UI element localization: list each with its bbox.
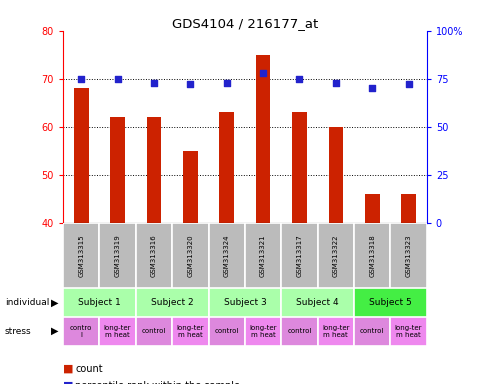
Text: long-ter
m heat: long-ter m heat — [394, 325, 422, 338]
Title: GDS4104 / 216177_at: GDS4104 / 216177_at — [171, 17, 318, 30]
Text: GSM313315: GSM313315 — [78, 234, 84, 277]
Text: Subject 1: Subject 1 — [78, 298, 121, 307]
Text: long-ter
m heat: long-ter m heat — [249, 325, 276, 338]
Text: stress: stress — [5, 327, 31, 336]
Bar — [136, 288, 208, 317]
Point — [150, 79, 157, 86]
Text: GSM313319: GSM313319 — [114, 234, 121, 277]
Text: ■: ■ — [63, 381, 74, 384]
Bar — [291, 112, 306, 223]
Point — [404, 81, 411, 88]
Bar — [63, 317, 99, 346]
Bar — [244, 317, 281, 346]
Text: GSM313321: GSM313321 — [259, 234, 266, 277]
Text: control: control — [214, 328, 239, 334]
Bar — [99, 317, 136, 346]
Text: control: control — [359, 328, 384, 334]
Point — [77, 76, 85, 82]
Point — [295, 76, 303, 82]
Text: ■: ■ — [63, 364, 74, 374]
Bar — [328, 127, 342, 223]
Bar — [219, 112, 233, 223]
Bar — [136, 317, 172, 346]
Bar — [208, 317, 244, 346]
Text: Subject 5: Subject 5 — [368, 298, 411, 307]
Text: individual: individual — [5, 298, 49, 307]
Text: GSM313320: GSM313320 — [187, 234, 193, 277]
Bar — [256, 55, 270, 223]
Bar — [353, 288, 426, 317]
Point — [222, 79, 230, 86]
Bar — [146, 117, 161, 223]
Text: Subject 3: Subject 3 — [223, 298, 266, 307]
Text: long-ter
m heat: long-ter m heat — [176, 325, 204, 338]
Bar — [390, 317, 426, 346]
Bar — [74, 88, 89, 223]
Bar — [390, 223, 426, 288]
Bar — [63, 288, 136, 317]
Text: GSM313323: GSM313323 — [405, 234, 411, 277]
Bar — [281, 317, 317, 346]
Bar — [281, 288, 353, 317]
Bar — [63, 223, 99, 288]
Bar — [208, 288, 281, 317]
Text: Subject 2: Subject 2 — [151, 298, 193, 307]
Point — [186, 81, 194, 88]
Text: ▶: ▶ — [51, 297, 58, 308]
Bar — [110, 117, 125, 223]
Text: GSM313318: GSM313318 — [368, 234, 375, 277]
Bar — [172, 317, 208, 346]
Point — [258, 70, 266, 76]
Text: count: count — [75, 364, 103, 374]
Bar — [172, 223, 208, 288]
Text: long-ter
m heat: long-ter m heat — [104, 325, 131, 338]
Bar — [401, 194, 415, 223]
Point — [368, 85, 376, 91]
Bar — [317, 223, 353, 288]
Bar — [317, 317, 353, 346]
Bar — [364, 194, 378, 223]
Bar — [99, 223, 136, 288]
Text: contro
l: contro l — [70, 325, 92, 338]
Text: GSM313316: GSM313316 — [151, 234, 157, 277]
Bar — [353, 317, 390, 346]
Text: Subject 4: Subject 4 — [296, 298, 338, 307]
Text: control: control — [141, 328, 166, 334]
Text: long-ter
m heat: long-ter m heat — [321, 325, 349, 338]
Text: GSM313324: GSM313324 — [223, 234, 229, 276]
Bar — [353, 223, 390, 288]
Bar — [208, 223, 244, 288]
Text: ▶: ▶ — [51, 326, 58, 336]
Bar — [244, 223, 281, 288]
Point — [331, 79, 339, 86]
Bar — [281, 223, 317, 288]
Point — [113, 76, 121, 82]
Bar — [182, 151, 197, 223]
Text: percentile rank within the sample: percentile rank within the sample — [75, 381, 240, 384]
Text: GSM313322: GSM313322 — [332, 234, 338, 276]
Text: GSM313317: GSM313317 — [296, 234, 302, 277]
Text: control: control — [287, 328, 311, 334]
Bar — [136, 223, 172, 288]
